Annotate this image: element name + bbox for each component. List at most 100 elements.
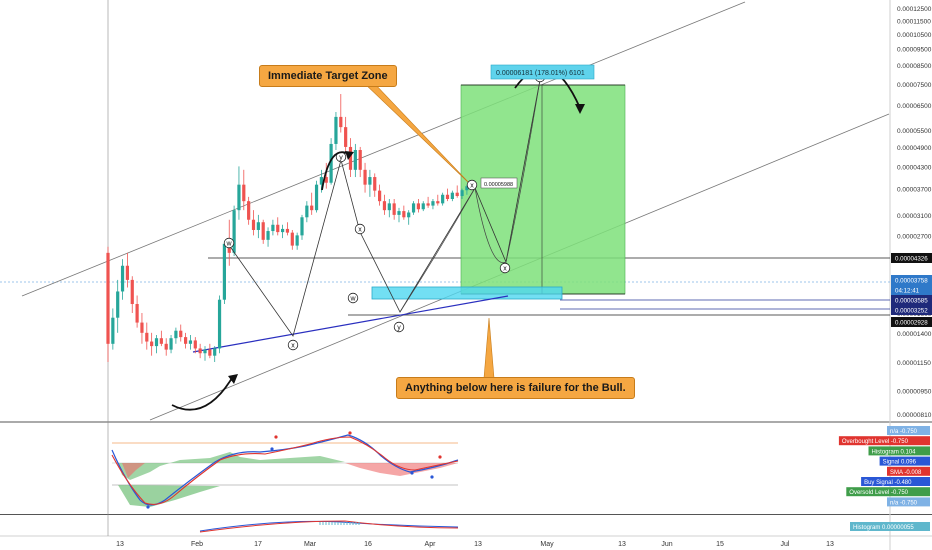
time-axis: 13 Feb 17 Mar 16 Apr 13 May 13 Jun 15 Jul 13 [116,541,834,548]
candle-body [387,203,391,211]
candle-body [319,177,323,185]
failure-callout: Anything below here is failure for the B… [396,377,635,399]
price-tick-label: 0.00001150 [897,360,931,367]
candle-body [368,177,372,185]
time-tick-label: Jul [781,541,790,548]
buy-signal-dot [410,471,414,475]
candle-body [159,338,163,344]
candle-body [135,304,139,323]
candle-body [120,265,125,292]
bottom-legend-text: Histogram 0.00000055 [853,525,914,531]
price-tick-label: 0.00009500 [897,47,932,54]
legend-text: n/a -0.750 [890,429,918,435]
price-tick-label: 0.00006500 [897,103,932,110]
candle-body [460,190,464,197]
candles [106,94,469,362]
candle-body [203,349,207,354]
time-tick-label: 15 [716,541,724,548]
price-tick-label: 0.00000950 [897,388,932,395]
candle-body [445,194,450,200]
w-price-box [480,177,518,189]
price-label-box [891,295,932,305]
price-label-text: 04:12:41 [895,288,920,295]
candle-body [281,228,285,233]
price-tick-label: 0.00003700 [897,187,932,194]
candle-body [300,217,304,236]
candle-body [193,340,197,349]
signal-line [111,434,459,506]
candle-body [145,332,149,342]
candle-body [232,210,236,253]
price-tick-label: 0.00008500 [897,63,932,70]
candle-body [339,116,343,128]
candle-body [222,243,226,300]
wave-label: x [358,227,362,234]
candle-body [353,150,357,170]
candle-body [363,169,367,185]
candle-body [392,203,396,215]
buy-signal-dot [146,505,150,509]
candle-body [130,279,134,305]
candle-body [373,177,377,191]
wave-label-circle [354,223,366,235]
candle-body [431,201,435,206]
price-tick-label: 0.00010500 [897,32,932,39]
target-zone-callout: Immediate Target Zone [259,65,397,87]
candle-body [285,228,290,233]
wave-label: w [349,296,356,303]
wave-label: x [503,266,507,273]
candle-body [416,203,420,210]
price-tick-label: 0.00002700 [897,233,932,240]
time-tick-label: Feb [191,541,203,548]
candle-body [271,224,275,232]
target-label-text: 0.00006181 (178.01%) 6101 [496,70,585,77]
sma-line [111,436,459,505]
legend-chip [879,456,930,466]
candle-body [314,184,319,211]
candle-body [106,252,110,344]
wave-label: w [225,241,232,248]
candle-body [261,222,265,240]
legend-text: Histogram 0.104 [872,449,917,455]
candle-body [247,201,251,220]
candle-body [358,150,362,170]
wave-label-circle [393,321,405,333]
legend-text: Oversold Level -0.750 [849,490,908,496]
price-label-box [891,317,932,327]
legend-chip [887,497,930,507]
price-label-text: 0.00002928 [895,320,928,327]
candle-body [329,143,333,183]
candle-body [140,322,144,333]
target-zone-box [460,84,626,295]
candle-body [198,348,202,354]
price-tick-label: 0.00001400 [897,331,932,338]
candle-body [227,243,231,253]
time-tick-label: 16 [364,541,372,548]
candle-body [402,211,406,218]
price-label-box [891,285,932,295]
legend-chip [868,446,930,456]
support-trendline [192,295,509,353]
candle-body [290,232,294,246]
bottom-legend-chip [850,522,930,531]
candle-body [450,192,454,200]
wave-label-circle [347,292,359,304]
wave-label: y [339,155,343,162]
wave-label-circle [466,179,478,191]
price-label-box [891,253,932,263]
price-tick-label: 0.00004300 [897,164,932,171]
candle-body [455,192,459,197]
time-tick-label: 13 [474,541,482,548]
time-tick-label: Apr [425,541,437,548]
wave-label-circle [223,237,235,249]
candle-body [164,343,168,350]
price-tick-label: 0.00011500 [897,18,931,25]
candle-body [242,184,246,202]
price-label-text: 0.00003252 [895,308,928,315]
hist-signal-line [199,520,459,532]
candle-body [256,222,260,230]
legend-text: Overbought Level -0.750 [842,439,909,445]
price-tick-label: 0.00000810 [897,412,932,419]
price-label-box [891,275,932,285]
